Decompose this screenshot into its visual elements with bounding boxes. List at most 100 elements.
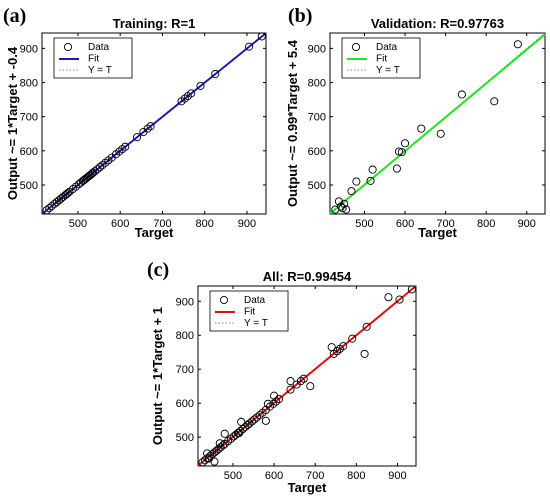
data-point — [215, 439, 224, 448]
y-tick-label: 600 — [20, 146, 38, 158]
data-point — [342, 205, 351, 214]
legend-entry-label: Data — [376, 42, 398, 53]
x-tick-label: 700 — [153, 218, 171, 230]
data-point — [334, 197, 343, 206]
data-point — [62, 190, 71, 199]
y-tick-label: 700 — [176, 364, 194, 376]
data-point — [417, 124, 426, 133]
data-point — [338, 204, 347, 213]
data-point — [332, 347, 342, 356]
data-point — [407, 285, 416, 294]
data-point — [95, 163, 104, 172]
y-tick-label: 500 — [20, 180, 38, 192]
data-point — [327, 343, 336, 352]
legend-entry-label: Data — [244, 295, 266, 306]
data-point — [202, 449, 212, 458]
data-point — [257, 32, 266, 41]
data-point — [306, 382, 315, 391]
x-tick-label: 500 — [224, 470, 242, 482]
legend-entry-label: Y = T — [376, 65, 400, 76]
legend-entry-label: Y = T — [244, 318, 268, 329]
data-point — [360, 349, 369, 358]
data-point — [348, 334, 357, 343]
x-tick-label: 500 — [69, 218, 87, 230]
data-point — [196, 81, 205, 90]
data-point — [352, 177, 361, 186]
data-point — [143, 124, 152, 133]
x-axis-label: Target — [288, 480, 327, 495]
fit-line — [41, 32, 267, 215]
data-point — [400, 139, 410, 148]
data-point — [270, 391, 279, 400]
y-tick-label: 800 — [20, 78, 38, 90]
chart-title: Validation: R=0.97763 — [371, 16, 504, 31]
data-point — [220, 429, 229, 438]
x-tick-label: 800 — [347, 470, 365, 482]
data-point — [68, 185, 77, 194]
data-point — [42, 206, 51, 215]
data-point — [235, 429, 244, 438]
y-tick-label: 700 — [308, 112, 326, 124]
data-point — [272, 397, 281, 406]
data-point — [211, 69, 220, 79]
chart-panel-b: (b) 500 600 700 800 900 500 600 700 800 900 Valida… — [285, 5, 546, 240]
y-tick-label: 600 — [176, 398, 194, 410]
data-point — [47, 202, 56, 211]
data-point — [226, 434, 235, 443]
x-tick-label: 900 — [238, 218, 256, 230]
data-point — [490, 97, 499, 106]
data-point — [93, 165, 102, 174]
data-point — [339, 342, 348, 351]
data-point — [71, 182, 80, 191]
y-tick-label: 800 — [308, 78, 326, 90]
y-tick-label: 500 — [176, 432, 194, 444]
fit-line — [197, 285, 417, 467]
x-tick-label: 900 — [518, 218, 536, 230]
x-tick-label: 500 — [355, 218, 373, 230]
data-point — [269, 399, 278, 408]
data-point — [187, 89, 196, 98]
x-tick-label: 700 — [306, 470, 324, 482]
data-point — [210, 457, 219, 466]
data-point — [133, 133, 142, 142]
legend-data-marker — [63, 42, 73, 52]
data-point — [362, 322, 371, 331]
data-point — [366, 176, 375, 185]
y-axis-label: Output ~= 0.99*Target + 5.4 — [285, 39, 300, 207]
x-tick-label: 800 — [477, 218, 495, 230]
y-tick-label: 900 — [20, 43, 38, 55]
y-tick-label: 900 — [308, 43, 326, 55]
legend-data-marker — [351, 42, 361, 52]
panel-label-b: (b) — [288, 5, 312, 27]
data-point — [146, 122, 155, 131]
y-tick-label: 500 — [308, 180, 326, 192]
data-point — [98, 161, 107, 170]
data-point — [101, 158, 110, 167]
data-point — [368, 165, 377, 174]
data-point — [245, 42, 254, 51]
data-point — [436, 129, 445, 138]
data-point — [63, 189, 72, 198]
data-point — [261, 416, 270, 425]
data-point — [118, 145, 127, 154]
data-point — [394, 147, 404, 156]
panel-label-a: (a) — [3, 5, 26, 27]
data-point — [384, 293, 393, 302]
data-point — [237, 417, 246, 426]
x-axis-label: Target — [418, 225, 457, 240]
x-tick-label: 600 — [265, 470, 283, 482]
data-point — [397, 148, 406, 157]
data-point — [252, 413, 261, 422]
y-tick-label: 600 — [308, 146, 326, 158]
legend-data-marker — [219, 295, 229, 305]
data-point — [255, 411, 264, 420]
panel-label-c: (c) — [147, 259, 169, 281]
data-point — [247, 417, 256, 426]
data-point — [90, 167, 99, 176]
data-point — [457, 90, 466, 99]
data-point — [250, 415, 259, 424]
